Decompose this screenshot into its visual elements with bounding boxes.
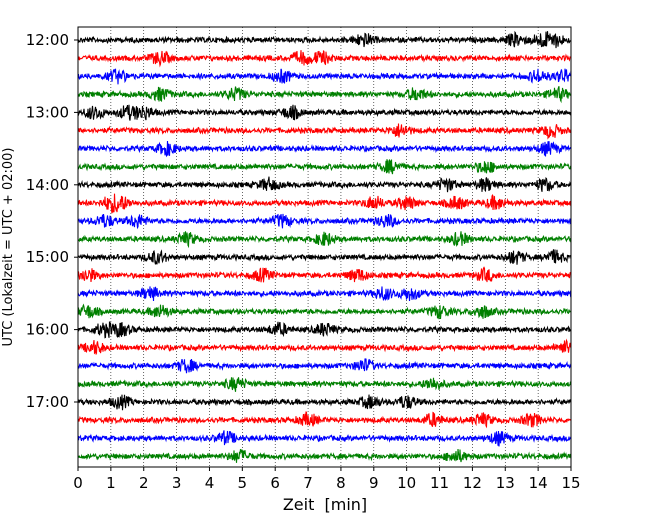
trace-waveform — [77, 141, 572, 158]
trace-1745 — [77, 448, 572, 463]
trace-1430 — [77, 213, 572, 230]
x-tick-label: 6 — [270, 474, 280, 492]
trace-waveform — [77, 231, 572, 249]
trace-waveform — [77, 30, 572, 49]
x-tick-label: 12 — [463, 474, 482, 492]
trace-waveform — [77, 68, 572, 85]
trace-1230 — [77, 68, 572, 85]
y-tick-label: 17:00 — [26, 393, 69, 411]
y-tick-label: 13:00 — [26, 103, 69, 121]
x-tick-label: 13 — [496, 474, 515, 492]
trace-1415 — [77, 193, 572, 214]
x-tick-label: 11 — [430, 474, 449, 492]
trace-waveform — [77, 358, 572, 374]
x-axis-ticks: 0 1 2 3 4 5 6 7 8 9 10 11 12 13 14 15 — [73, 467, 581, 492]
x-tick-label: 1 — [106, 474, 116, 492]
trace-waveform — [77, 193, 572, 214]
y-tick-label: 16:00 — [26, 321, 69, 339]
trace-waveform — [77, 50, 572, 68]
trace-1600 — [77, 321, 572, 339]
trace-waveform — [77, 213, 572, 230]
trace-1715 — [77, 411, 572, 429]
trace-waveform — [77, 104, 572, 121]
trace-waveform — [77, 249, 572, 265]
trace-1500 — [77, 249, 572, 265]
minute-gridlines — [110, 27, 539, 467]
trace-1530 — [77, 286, 572, 302]
trace-1645 — [77, 377, 572, 392]
trace-1200 — [77, 30, 572, 49]
trace-waveform — [77, 286, 572, 302]
trace-1545 — [77, 303, 572, 320]
y-tick-label: 12:00 — [26, 31, 69, 49]
y-axis-label: UTC (Lokalzeit = UTC + 02:00) — [1, 148, 16, 347]
trace-waveform — [77, 411, 572, 429]
trace-1215 — [77, 50, 572, 68]
trace-1400 — [77, 176, 572, 193]
x-tick-label: 3 — [172, 474, 182, 492]
x-tick-label: 0 — [73, 474, 83, 492]
trace-1730 — [77, 430, 572, 447]
x-tick-label: 2 — [139, 474, 149, 492]
trace-waveform — [77, 394, 572, 411]
x-tick-label: 9 — [369, 474, 379, 492]
trace-1345 — [77, 159, 572, 175]
trace-1515 — [77, 266, 572, 283]
trace-waveform — [77, 86, 572, 104]
plot-frame — [77, 26, 572, 468]
x-tick-label: 14 — [529, 474, 548, 492]
trace-waveform — [77, 159, 572, 175]
trace-waveform — [77, 176, 572, 193]
trace-waveform — [77, 338, 572, 356]
trace-1445 — [77, 231, 572, 249]
x-tick-label: 5 — [238, 474, 248, 492]
y-tick-label: 14:00 — [26, 176, 69, 194]
trace-1300 — [77, 104, 572, 121]
x-tick-label: 7 — [303, 474, 313, 492]
trace-waveform — [77, 430, 572, 447]
trace-1615 — [77, 338, 572, 356]
trace-lines — [77, 30, 572, 463]
trace-1315 — [77, 123, 572, 140]
x-tick-label: 15 — [561, 474, 580, 492]
trace-waveform — [77, 266, 572, 283]
x-tick-label: 4 — [205, 474, 215, 492]
trace-waveform — [77, 448, 572, 463]
y-tick-label: 15:00 — [26, 248, 69, 266]
trace-waveform — [77, 321, 572, 339]
trace-1245 — [77, 86, 572, 104]
x-tick-label: 10 — [397, 474, 416, 492]
trace-1630 — [77, 358, 572, 374]
trace-1330 — [77, 141, 572, 158]
trace-1700 — [77, 394, 572, 411]
x-tick-label: 8 — [336, 474, 346, 492]
trace-waveform — [77, 123, 572, 140]
trace-waveform — [77, 377, 572, 392]
trace-waveform — [77, 303, 572, 320]
y-axis-ticks: 12:00 13:00 14:00 15:00 16:00 17:00 — [26, 31, 78, 411]
x-axis-label: Zeit [min] — [283, 495, 367, 514]
